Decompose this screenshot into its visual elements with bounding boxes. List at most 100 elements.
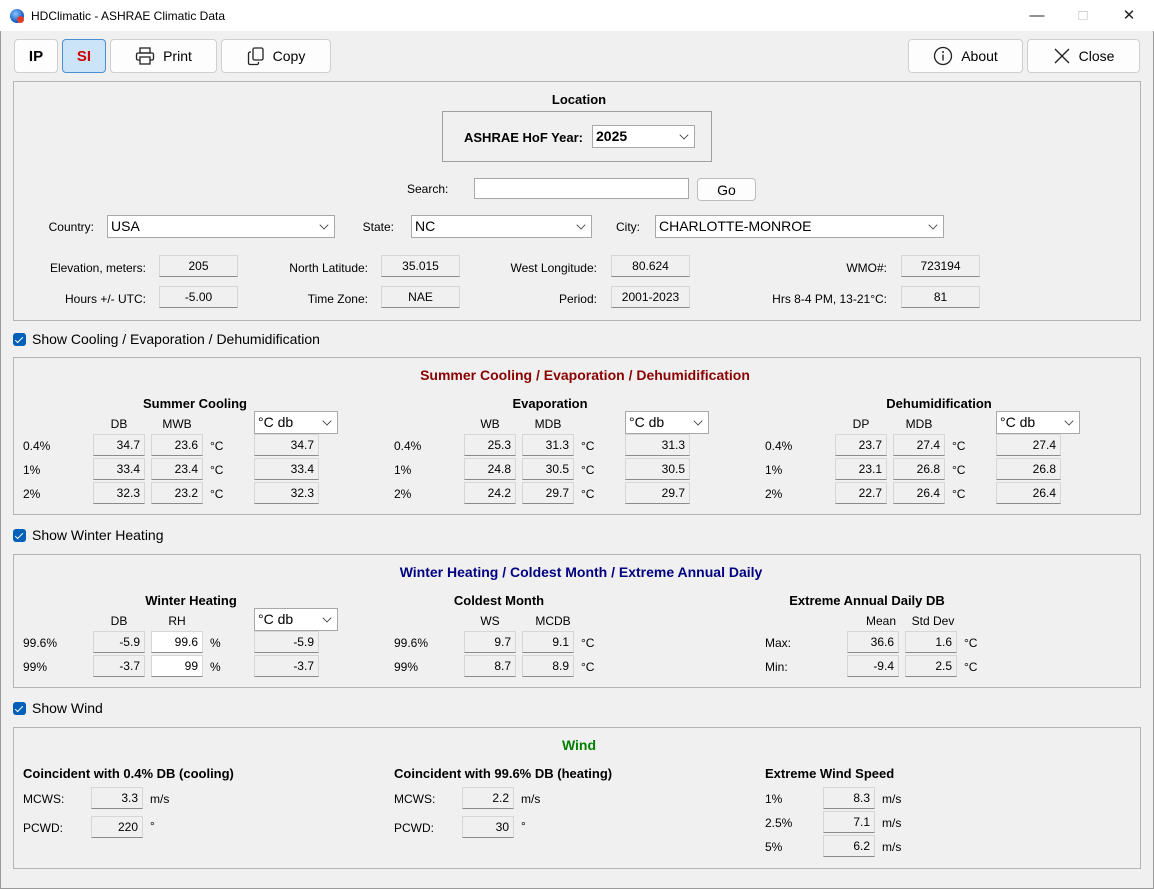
summer-mwb-value: 23.6 (151, 434, 203, 456)
minimize-button[interactable]: — (1029, 7, 1045, 24)
copy-button[interactable]: Copy (221, 39, 331, 73)
country-value: USA (111, 218, 140, 234)
latitude-label: North Latitude: (289, 261, 368, 275)
heating-unit-select[interactable]: °C db (254, 608, 338, 631)
location-panel (13, 81, 1141, 321)
summer-converted-value: 33.4 (254, 458, 319, 480)
wind-cooling-pcwd-value: 220 (91, 816, 143, 838)
evap-col-mdb: MDB (534, 417, 562, 431)
cooling-panel (13, 357, 1141, 515)
show-winter-label: Show Winter Heating (32, 527, 164, 543)
unit-label: °C (964, 660, 978, 674)
chevron-down-icon (322, 416, 332, 426)
unit-label: m/s (882, 792, 902, 806)
timezone-value: NAE (381, 286, 460, 308)
heating-db-value: -5.9 (93, 631, 145, 653)
dehum-col-mdb: MDB (905, 417, 933, 431)
evap-converted-value: 31.3 (625, 434, 690, 456)
heating-converted-value: -5.9 (254, 631, 319, 653)
evap-unit-value: °C db (629, 414, 665, 430)
wind-cooling-pcwd-label: PCWD: (23, 821, 63, 835)
unit-label: °C (581, 660, 595, 674)
extreme-wind-value: 8.3 (823, 787, 875, 809)
heating-rh-input[interactable]: 99.6 (151, 631, 203, 653)
window-close-button[interactable]: ✕ (1122, 7, 1136, 24)
coldest-col-ws: WS (480, 614, 500, 628)
close-label: Close (1078, 48, 1115, 64)
show-winter-checkbox[interactable] (13, 529, 26, 542)
summer-mwb-value: 23.4 (151, 458, 203, 480)
unit-label: m/s (882, 816, 902, 830)
hof-year-select[interactable]: 2025 (592, 125, 695, 148)
copy-label: Copy (272, 48, 306, 64)
wind-heating-pcwd-value: 30 (462, 816, 514, 838)
elevation-value: 205 (159, 255, 238, 277)
about-button[interactable]: About (908, 39, 1023, 73)
dehum-unit-value: °C db (1000, 414, 1036, 430)
maximize-button[interactable]: □ (1078, 7, 1088, 24)
dehum-unit-select[interactable]: °C db (996, 411, 1080, 434)
evap-unit-select[interactable]: °C db (625, 411, 709, 434)
evap-wb-value: 25.3 (464, 434, 516, 456)
close-button[interactable]: Close (1027, 39, 1140, 73)
summer-converted-value: 34.7 (254, 434, 319, 456)
extreme-wind-title: Extreme Wind Speed (765, 766, 895, 781)
period-value: 2001-2023 (611, 286, 690, 308)
printer-icon (135, 47, 155, 65)
show-wind-checkbox[interactable] (13, 702, 26, 715)
unit-label: ° (150, 819, 155, 833)
dehum-dp-value: 23.1 (835, 458, 887, 480)
extreme-wind-value: 7.1 (823, 811, 875, 833)
heating-row-label: 99.6% (23, 636, 58, 650)
utc-label: Hours +/- UTC: (64, 292, 146, 306)
state-value: NC (415, 218, 436, 234)
winter-heating-title: Winter Heating (145, 593, 237, 608)
timezone-label: Time Zone: (307, 292, 368, 306)
unit-label: m/s (150, 792, 170, 806)
chevron-down-icon (679, 130, 689, 140)
city-label: City: (616, 220, 640, 234)
city-select[interactable]: CHARLOTTE-MONROE (655, 215, 944, 238)
extreme-wind-row-label: 1% (765, 792, 783, 806)
print-label: Print (163, 48, 192, 64)
coldest-row-label: 99% (394, 660, 419, 674)
unit-label: °C (210, 463, 224, 477)
go-button[interactable]: Go (697, 178, 756, 201)
heating-row-label: 99% (23, 660, 48, 674)
extreme-wind-row-label: 5% (765, 840, 783, 854)
wmo-value: 723194 (901, 255, 980, 277)
extreme-annual-title: Extreme Annual Daily DB (789, 593, 945, 608)
search-input[interactable] (474, 178, 689, 199)
country-select[interactable]: USA (107, 215, 335, 238)
heating-unit-value: °C db (258, 611, 294, 627)
copy-icon (247, 46, 264, 65)
close-icon (1054, 48, 1070, 64)
dehum-dp-value: 23.7 (835, 434, 887, 456)
dehum-mdb-value: 26.8 (893, 458, 945, 480)
wmo-label: WMO#: (846, 261, 887, 275)
show-cooling-checkbox[interactable] (13, 333, 26, 346)
chevron-down-icon (322, 613, 332, 623)
dehumidification-title: Dehumidification (886, 396, 992, 411)
coldest-mcdb-value: 9.1 (522, 631, 574, 653)
elevation-label: Elevation, meters: (49, 261, 146, 275)
globe-app-icon (10, 9, 24, 23)
winter-panel (13, 554, 1141, 688)
heating-col-db: DB (110, 614, 128, 628)
heating-converted-value: -3.7 (254, 655, 319, 677)
ip-units-button[interactable]: IP (14, 39, 58, 73)
coldest-col-mcdb: MCDB (535, 614, 571, 628)
wind-cooling-mcws-label: MCWS: (23, 792, 65, 806)
coldest-month-title: Coldest Month (453, 593, 545, 608)
state-select[interactable]: NC (411, 215, 592, 238)
extreme-wind-value: 6.2 (823, 835, 875, 857)
heating-col-rh: RH (168, 614, 186, 628)
print-button[interactable]: Print (110, 39, 217, 73)
unit-label: °C (964, 636, 978, 650)
si-units-button[interactable]: SI (62, 39, 106, 73)
unit-label: % (210, 636, 221, 650)
summer-unit-select[interactable]: °C db (254, 411, 338, 434)
unit-label: °C (952, 487, 966, 501)
dehum-row-label: 0.4% (765, 439, 793, 453)
heating-rh-input[interactable]: 99 (151, 655, 203, 677)
